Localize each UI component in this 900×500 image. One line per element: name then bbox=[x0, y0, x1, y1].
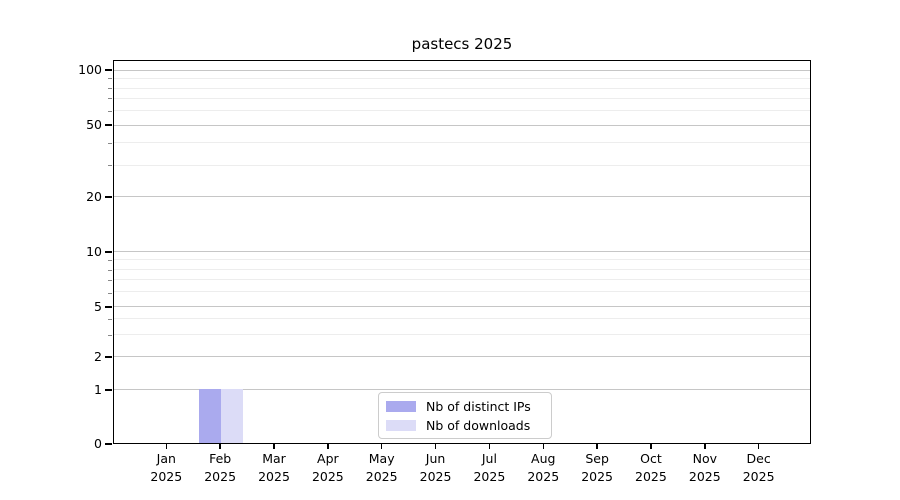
y-tick-label-100: 100 bbox=[78, 62, 102, 78]
x-tick-mark-may bbox=[380, 444, 383, 449]
bar-nb-of-distinct-ips-feb bbox=[199, 389, 222, 443]
gridline-minor-70 bbox=[114, 98, 810, 100]
x-tick-mark-jul bbox=[488, 444, 491, 449]
x-tick-label-jan: Jan 2025 bbox=[150, 451, 183, 484]
x-tick-mark-sep bbox=[596, 444, 598, 449]
y-minor-tick-60 bbox=[108, 110, 112, 112]
y-minor-tick-4 bbox=[108, 319, 112, 321]
y-tick-mark-2 bbox=[105, 356, 112, 359]
x-tick-mark-mar bbox=[273, 444, 275, 449]
y-minor-tick-70 bbox=[108, 98, 112, 100]
y-minor-tick-8 bbox=[108, 269, 112, 271]
gridline-major-1 bbox=[114, 388, 810, 390]
x-tick-mark-apr bbox=[327, 444, 329, 449]
x-tick-label-mar: Mar 2025 bbox=[258, 451, 290, 484]
x-tick-label-nov: Nov 2025 bbox=[688, 451, 721, 484]
y-minor-tick-80 bbox=[108, 87, 112, 89]
gridline-minor-3 bbox=[114, 333, 810, 335]
x-tick-mark-aug bbox=[542, 444, 544, 449]
x-tick-mark-feb bbox=[219, 444, 221, 449]
gridline-minor-4 bbox=[114, 317, 810, 319]
legend-entry-distinct-ips: Nb of distinct IPs bbox=[386, 399, 551, 414]
x-tick-label-sep: Sep 2025 bbox=[581, 451, 613, 484]
gridline-major-20 bbox=[114, 196, 810, 198]
y-minor-tick-6 bbox=[108, 292, 112, 294]
x-tick-label-jul: Jul 2025 bbox=[473, 451, 506, 484]
x-tick-mark-nov bbox=[704, 444, 706, 449]
x-tick-label-oct: Oct 2025 bbox=[635, 451, 667, 484]
gridline-major-5 bbox=[114, 305, 810, 307]
y-tick-mark-10 bbox=[105, 250, 112, 253]
gridline-minor-40 bbox=[114, 142, 810, 144]
x-tick-mark-dec bbox=[757, 444, 760, 449]
legend: Nb of distinct IPs Nb of downloads bbox=[378, 392, 552, 439]
gridline-minor-8 bbox=[114, 268, 810, 270]
x-tick-label-aug: Aug 2025 bbox=[527, 451, 560, 484]
y-minor-tick-30 bbox=[108, 165, 112, 167]
gridline-minor-90 bbox=[114, 78, 810, 80]
x-tick-label-dec: Dec 2025 bbox=[742, 451, 775, 484]
y-tick-label-20: 20 bbox=[86, 188, 102, 204]
y-tick-mark-50 bbox=[105, 124, 112, 127]
gridline-minor-9 bbox=[114, 259, 810, 261]
bar-nb-of-downloads-feb bbox=[221, 389, 244, 443]
y-tick-label-1: 1 bbox=[94, 382, 102, 398]
y-tick-label-0: 0 bbox=[94, 436, 102, 451]
y-minor-tick-3 bbox=[108, 334, 112, 336]
x-tick-label-apr: Apr 2025 bbox=[311, 451, 344, 484]
gridline-minor-6 bbox=[114, 291, 810, 293]
legend-label-distinct-ips: Nb of distinct IPs bbox=[426, 398, 531, 414]
plot-area bbox=[113, 60, 811, 444]
y-tick-label-5: 5 bbox=[94, 299, 102, 315]
x-tick-label-jun: Jun 2025 bbox=[419, 451, 452, 484]
gridline-major-10 bbox=[114, 250, 810, 252]
legend-swatch-downloads bbox=[386, 419, 416, 431]
gridline-minor-80 bbox=[114, 87, 810, 89]
x-tick-mark-jan bbox=[165, 444, 168, 449]
legend-entry-downloads: Nb of downloads bbox=[386, 418, 551, 433]
y-tick-label-2: 2 bbox=[94, 349, 102, 365]
x-tick-mark-jun bbox=[434, 444, 437, 449]
y-minor-tick-9 bbox=[108, 260, 112, 262]
x-tick-mark-oct bbox=[650, 444, 652, 449]
gridline-major-100 bbox=[114, 69, 810, 71]
y-tick-mark-5 bbox=[105, 306, 112, 309]
x-tick-label-feb: Feb 2025 bbox=[204, 451, 237, 484]
y-minor-tick-90 bbox=[108, 78, 112, 80]
legend-swatch-distinct-ips bbox=[386, 400, 416, 412]
y-tick-mark-1 bbox=[105, 389, 112, 392]
y-tick-mark-0 bbox=[105, 443, 112, 445]
y-minor-tick-7 bbox=[108, 280, 112, 282]
x-tick-label-may: May 2025 bbox=[365, 451, 398, 484]
y-tick-label-50: 50 bbox=[86, 117, 102, 133]
gridline-major-50 bbox=[114, 124, 810, 126]
legend-label-downloads: Nb of downloads bbox=[426, 417, 531, 433]
y-tick-mark-20 bbox=[105, 195, 112, 198]
gridline-minor-30 bbox=[114, 164, 810, 166]
gridline-major-2 bbox=[114, 355, 810, 357]
gridline-minor-60 bbox=[114, 110, 810, 112]
gridline-minor-7 bbox=[114, 279, 810, 281]
y-tick-label-10: 10 bbox=[86, 243, 102, 259]
y-minor-tick-40 bbox=[108, 142, 112, 144]
chart-title: pastecs 2025 bbox=[411, 35, 513, 53]
y-tick-mark-100 bbox=[105, 69, 112, 72]
